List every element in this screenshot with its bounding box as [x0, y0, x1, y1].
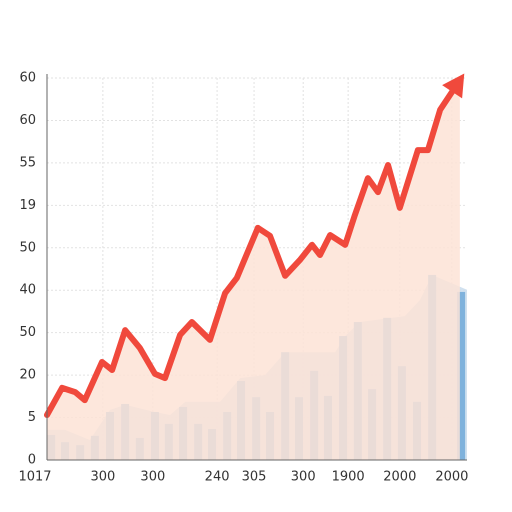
x-tick-label: 1900 — [332, 470, 365, 485]
arrowhead — [442, 73, 465, 99]
x-tick-label: 240 — [205, 470, 230, 485]
y-tick-label: 60 — [19, 71, 36, 86]
y-tick-label: 0 — [28, 453, 36, 468]
x-tick-label: 300 — [140, 470, 165, 485]
y-tick-label: 55 — [19, 155, 36, 170]
x-tick-label: 2000 — [435, 470, 468, 485]
x-tick-label: 305 — [242, 470, 267, 485]
y-tick-label: 50 — [19, 240, 36, 255]
y-tick-label: 19 — [19, 198, 36, 213]
y-tick-label: 40 — [19, 283, 36, 298]
y-tick-label: 20 — [19, 368, 36, 383]
line — [44, 77, 463, 419]
y-tick-label: 5 — [28, 410, 36, 425]
y-tick-label: 60 — [19, 113, 36, 128]
y-tick-label: 50 — [19, 325, 36, 340]
x-tick-label: 300 — [90, 470, 115, 485]
bar — [457, 291, 466, 460]
x-tick-label: 300 — [291, 470, 316, 485]
x-tick-label: 1017 — [18, 470, 51, 485]
line-fill — [47, 80, 460, 460]
x-tick-label: 2000 — [383, 470, 416, 485]
